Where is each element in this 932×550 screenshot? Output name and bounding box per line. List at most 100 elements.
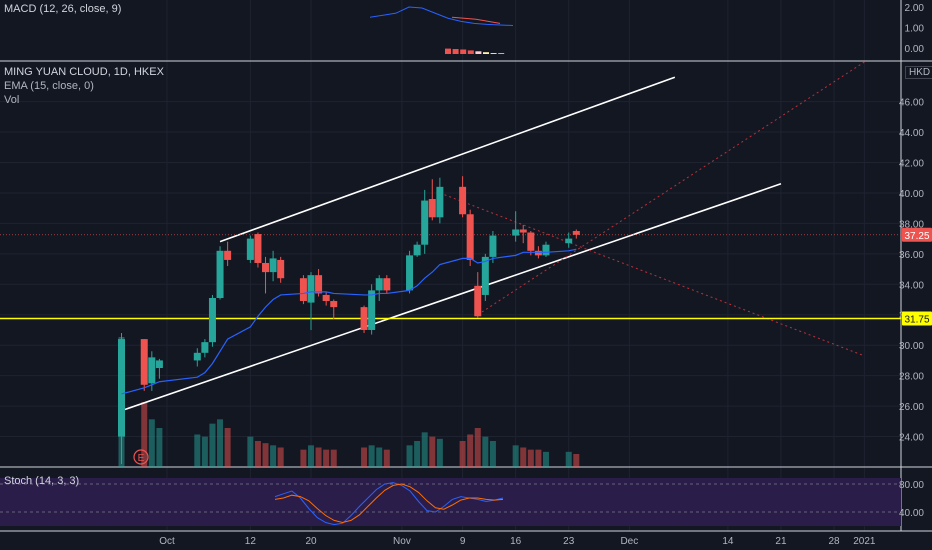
volume-bar [148,419,155,467]
candle-body [489,235,497,257]
macd-histogram-bar [452,49,459,54]
candle-body [277,259,285,279]
volume-bar [323,449,330,467]
volume-bar [535,449,542,467]
candle-body [322,294,330,302]
macd-histogram-bar [498,53,505,54]
candle-body [565,238,573,244]
price-tick: 44.00 [899,128,924,139]
candle-body [330,301,338,308]
volume-bar [300,449,307,467]
macd-histogram-bar [460,49,467,54]
trendlines[interactable] [0,61,901,412]
macd-histogram-bar [445,48,451,54]
volume-bar [254,441,261,467]
stoch-plot: 80.00 40.00 [0,480,924,526]
price-tick: 34.00 [899,280,924,291]
volume-bar [315,447,322,467]
volume-bar [467,434,474,467]
candle-body [315,275,323,294]
macd-line [369,6,514,26]
volume-bar [194,434,201,467]
time-tick: 9 [460,536,466,547]
earnings-marker-label: E [138,453,145,464]
volume-bar [429,436,436,467]
volume-bar [512,445,519,467]
trendline-channel-lower [121,183,782,412]
time-axis: Oct1220Nov91623Dec14212820211118 [159,536,876,547]
candle-body [413,244,421,256]
candle-body [193,352,201,361]
time-tick: 16 [510,536,522,547]
candles [118,176,580,464]
time-tick: 14 [722,536,734,547]
time-tick: 23 [563,536,575,547]
volume-bar [489,441,496,467]
price-tick: 42.00 [899,158,924,169]
candle-body [436,186,444,218]
candle-body [262,262,270,273]
volume-bar [482,436,489,467]
price-tick: 28.00 [899,372,924,383]
candle-body [534,250,542,256]
candle-body [459,186,467,215]
candle-body [512,229,520,236]
macd-title: MACD (12, 26, close, 9) [4,3,122,15]
volume-bar [270,445,277,467]
price-tick: 26.00 [899,402,924,413]
volume-bar [414,441,421,467]
volume-bar [368,445,375,467]
volume-bar [421,432,428,467]
macd-histogram-bar [475,51,482,54]
candle-body [140,339,148,385]
stoch-d-line [274,483,504,524]
volume-bar [474,428,481,467]
volume-bar [361,447,368,467]
volume-bar [520,447,527,467]
candle-body [474,285,482,317]
symbol-title: MING YUAN CLOUD, 1D, HKEX [4,66,164,78]
price-tick: 24.00 [899,433,924,444]
earnings-marker[interactable] [133,449,149,465]
volume-bar [527,449,534,467]
volume-bar [383,449,390,467]
macd-histogram-bar [490,53,497,54]
price-tag-bg [902,227,932,242]
time-tick: Nov [393,536,411,547]
volume-bars [118,337,580,467]
vol-label: Vol [4,94,20,106]
price-tag-label: 31.75 [904,315,929,326]
trendline-channel-upper [219,76,676,243]
volume-bar [217,419,224,467]
volume-bar [565,451,572,467]
volume-bar [224,428,231,467]
macd-histogram-bar [467,50,474,54]
price-tick: 40.00 [899,189,924,200]
grid-lines [0,0,901,531]
candle-body [375,278,383,291]
ema-line [121,248,577,395]
price-axis: 46.0044.0042.0040.0038.0036.0034.0032.00… [899,98,924,444]
volume-bar [262,443,269,467]
volume-bar [201,436,208,467]
candle-body [118,339,125,437]
candle-body [519,229,527,233]
candle-body [208,297,216,343]
candle-body [307,275,315,303]
time-tick: 12 [245,536,257,547]
candle-body [542,244,550,256]
volume-bar [141,402,148,467]
price-tick: 36.00 [899,250,924,261]
price-tick: 46.00 [899,98,924,109]
stoch-tick: 40.00 [899,508,924,519]
volume-bar [406,445,413,467]
volume-bar [330,449,337,467]
volume-bar [436,438,443,467]
time-tick: 20 [305,536,317,547]
volume-bar [376,447,383,467]
macd-plot: 2.00 1.00 0.00 [369,3,924,55]
candle-body [254,234,262,263]
trendline-projection-up [477,61,865,316]
currency-badge: HKD [905,66,932,79]
